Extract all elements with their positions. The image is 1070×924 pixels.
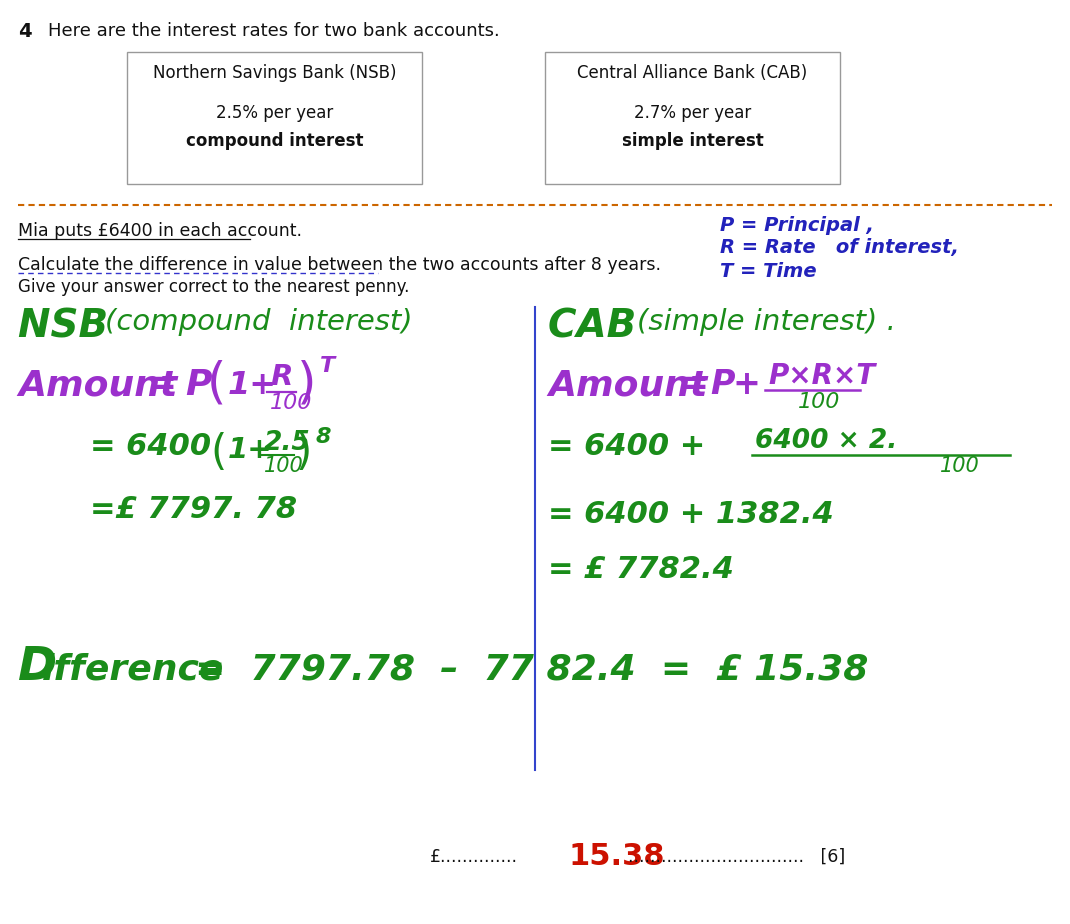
Text: +: + bbox=[732, 368, 760, 401]
Bar bbox=[545, 52, 840, 184]
Text: (: ( bbox=[210, 432, 226, 474]
Text: R = Rate   of interest,: R = Rate of interest, bbox=[720, 238, 959, 257]
Text: ................................   [6]: ................................ [6] bbox=[628, 848, 845, 866]
Text: 1+: 1+ bbox=[228, 436, 273, 464]
Text: Central Alliance Bank (CAB): Central Alliance Bank (CAB) bbox=[578, 64, 808, 82]
Text: P = Principal ,: P = Principal , bbox=[720, 216, 874, 235]
Text: 2.7% per year: 2.7% per year bbox=[633, 104, 751, 122]
Text: = £ 7782.4: = £ 7782.4 bbox=[548, 555, 734, 584]
Text: =: = bbox=[681, 368, 708, 401]
Text: (compound  interest): (compound interest) bbox=[105, 308, 413, 336]
Text: £..............: £.............. bbox=[430, 848, 518, 866]
Text: Calculate the difference in value between the two accounts after 8 years.: Calculate the difference in value betwee… bbox=[18, 256, 661, 274]
Text: = 6400 +: = 6400 + bbox=[548, 432, 705, 461]
Text: 4: 4 bbox=[18, 22, 32, 41]
Text: 1+: 1+ bbox=[228, 370, 277, 401]
Text: ifference: ifference bbox=[42, 653, 225, 687]
Text: NSB: NSB bbox=[18, 308, 122, 346]
Text: T: T bbox=[320, 356, 335, 376]
Text: Give your answer correct to the nearest penny.: Give your answer correct to the nearest … bbox=[18, 278, 410, 296]
Text: 100: 100 bbox=[798, 392, 840, 412]
Text: P×R×T: P×R×T bbox=[768, 362, 875, 390]
Text: Amount: Amount bbox=[18, 368, 178, 402]
Text: =: = bbox=[148, 368, 175, 401]
Text: = 6400: = 6400 bbox=[90, 432, 221, 461]
Text: D: D bbox=[18, 645, 58, 690]
Text: Here are the interest rates for two bank accounts.: Here are the interest rates for two bank… bbox=[48, 22, 500, 40]
Text: CAB: CAB bbox=[548, 308, 649, 346]
Text: 6400 × 2.: 6400 × 2. bbox=[755, 428, 898, 454]
Text: Mia puts £6400 in each account.: Mia puts £6400 in each account. bbox=[18, 222, 302, 240]
Text: 2.5% per year: 2.5% per year bbox=[216, 104, 333, 122]
Text: T = Time: T = Time bbox=[720, 262, 816, 281]
Text: 100: 100 bbox=[270, 393, 312, 413]
Text: 100: 100 bbox=[941, 456, 980, 476]
Text: 8: 8 bbox=[316, 427, 332, 447]
Text: = 6400 + 1382.4: = 6400 + 1382.4 bbox=[548, 500, 834, 529]
Text: P: P bbox=[185, 368, 212, 402]
Text: ): ) bbox=[297, 360, 317, 408]
Text: R: R bbox=[270, 363, 292, 391]
Text: Northern Savings Bank (NSB): Northern Savings Bank (NSB) bbox=[153, 64, 396, 82]
Bar bbox=[127, 52, 422, 184]
Text: ): ) bbox=[296, 432, 312, 474]
Text: Amount: Amount bbox=[548, 368, 707, 402]
Text: (simple interest) .: (simple interest) . bbox=[637, 308, 896, 336]
Text: =  7797.78  –  77 82.4  =  £ 15.38: = 7797.78 – 77 82.4 = £ 15.38 bbox=[195, 653, 869, 687]
Text: (: ( bbox=[207, 360, 227, 408]
Text: 15.38: 15.38 bbox=[568, 842, 664, 871]
Text: simple interest: simple interest bbox=[622, 132, 763, 150]
Text: 100: 100 bbox=[264, 456, 304, 476]
Text: =£ 7797. 78: =£ 7797. 78 bbox=[90, 495, 297, 524]
Text: P: P bbox=[710, 368, 734, 401]
Text: compound interest: compound interest bbox=[186, 132, 363, 150]
Text: 2.5: 2.5 bbox=[264, 430, 310, 456]
